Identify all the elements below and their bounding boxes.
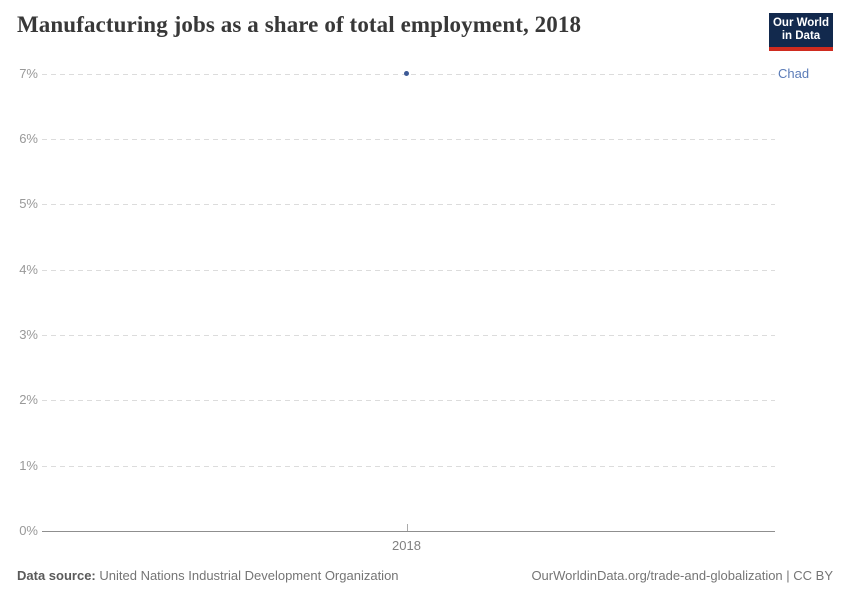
x-axis-line — [42, 531, 775, 532]
y-tick-label: 7% — [19, 65, 38, 81]
gridline — [42, 204, 775, 206]
chart-title: Manufacturing jobs as a share of total e… — [17, 12, 582, 37]
owid-logo-line1: Our World — [772, 17, 829, 29]
y-tick-label: 1% — [19, 457, 38, 473]
y-tick-label: 4% — [19, 261, 38, 277]
data-source: Data source: United Nations Industrial D… — [17, 568, 399, 583]
license-note: OurWorldinData.org/trade-and-globalizati… — [531, 568, 833, 583]
y-tick-label: 2% — [19, 392, 38, 408]
gridline — [42, 400, 775, 402]
y-tick-label: 6% — [19, 130, 38, 146]
gridline — [42, 138, 775, 140]
x-tick-label: 2018 — [392, 538, 421, 553]
chart-footer: Data source: United Nations Industrial D… — [17, 568, 833, 588]
owid-logo[interactable]: Our World in Data — [769, 13, 833, 51]
gridline — [42, 465, 775, 467]
owid-logo-line2: in Data — [781, 30, 821, 42]
x-tick-mark — [407, 524, 408, 531]
y-tick-label: 5% — [19, 196, 38, 212]
data-source-label: Data source: — [17, 568, 96, 583]
entity-label-chad[interactable]: Chad — [778, 65, 810, 81]
data-source-value: United Nations Industrial Development Or… — [99, 568, 399, 583]
gridline — [42, 334, 775, 336]
y-tick-label: 0% — [19, 523, 38, 538]
data-point-chad[interactable] — [404, 71, 409, 76]
y-tick-label: 3% — [19, 326, 38, 342]
gridline — [42, 269, 775, 271]
